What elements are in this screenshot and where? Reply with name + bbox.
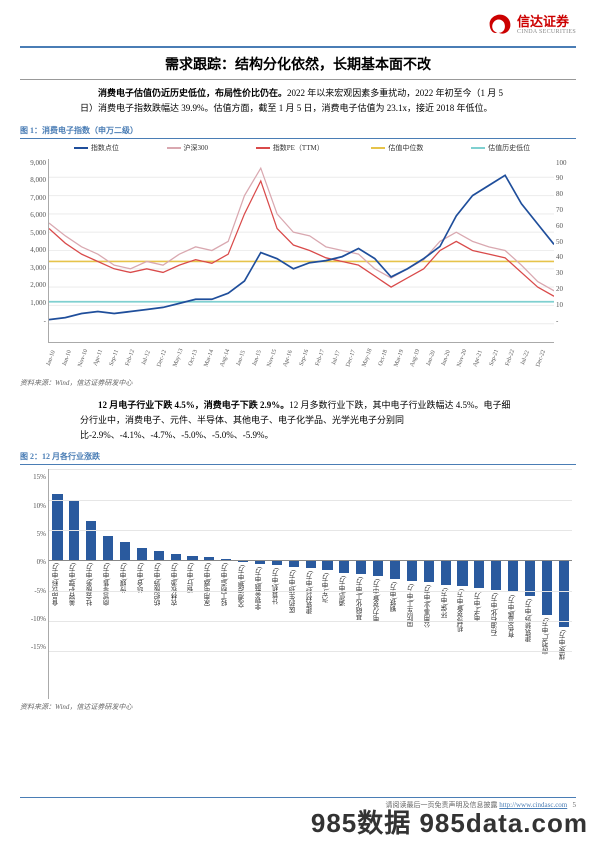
intro-paragraph-2: 12 月电子行业下跌 4.5%，消费电子下跌 2.9%。12 月多数行业下跌，其… xyxy=(80,398,516,444)
fig1-source: 资料来源：Wind，信达证券研发中心 xyxy=(20,378,576,388)
fig2-chart: 15%10%5%0%-5%-10%-15% 食品饮料(申万)美容护理(申万)社会… xyxy=(20,469,576,699)
fig1-chart: 指数点位 沪深300 指数PE（TTM） 估值中位数 估值历史低位 9,0008,000… xyxy=(20,143,576,343)
logo-swirl-icon xyxy=(487,12,513,38)
intro-paragraph-1: 消费电子估值仍近历史低位，布局性价比仍在。2022 年以来宏观因素多重扰动，20… xyxy=(80,86,516,117)
fig1-no: 图 1： xyxy=(20,126,42,135)
title-bar: 需求跟踪：结构分化依然，长期基本面不改 xyxy=(20,46,576,80)
fig2-no: 图 2： xyxy=(20,452,42,461)
fig2-source: 资料来源：Wind，信达证券研发中心 xyxy=(20,702,576,712)
watermark: 985数据 985data.com xyxy=(311,803,588,840)
fig1-xticks: Jan-10Jun-10Nov-10Apr-11Sep-11Feb-12Jul-… xyxy=(48,345,554,375)
fig1-txt: 消费电子指数（申万二级） xyxy=(42,126,138,135)
logo-en-text: CINDA SECURITIES xyxy=(517,29,576,36)
fig1-legend: 指数点位 沪深300 指数PE（TTM） 估值中位数 估值历史低位 xyxy=(50,143,554,153)
p2-bold: 12 月电子行业下跌 4.5%，消费电子下跌 2.9%。 xyxy=(98,400,289,410)
fig1-svg xyxy=(49,159,554,342)
legend-item: 指数PE（TTM） xyxy=(256,143,324,153)
logo-cn-text: 信达证券 xyxy=(517,15,576,29)
page-title: 需求跟踪：结构分化依然，长期基本面不改 xyxy=(20,54,576,74)
fig2-caption: 图 2：12 月各行业涨跌 xyxy=(20,451,576,465)
legend-item: 估值历史低位 xyxy=(471,143,530,153)
fig2-plot: 食品饮料(申万)美容护理(申万)社会服务(申万)商贸零售(申万)传媒(申万)综合… xyxy=(48,469,572,699)
fig1-plot xyxy=(48,159,554,343)
legend-item: 指数点位 xyxy=(74,143,119,153)
fig1-caption: 图 1：消费电子指数（申万二级） xyxy=(20,125,576,139)
header-logo-row: 信达证券 CINDA SECURITIES xyxy=(20,12,576,38)
legend-item: 估值中位数 xyxy=(371,143,423,153)
fig2-yaxis: 15%10%5%0%-5%-10%-15% xyxy=(20,469,48,699)
fig1-yaxis-left: 9,0008,0007,0006,0005,0004,0003,0002,000… xyxy=(20,143,48,343)
fig2-txt: 12 月各行业涨跌 xyxy=(42,452,100,461)
fig1-yaxis-right: 100908070605040302010- xyxy=(554,143,576,343)
legend-item: 沪深300 xyxy=(167,143,209,153)
company-logo: 信达证券 CINDA SECURITIES xyxy=(487,12,576,38)
p1-bold: 消费电子估值仍近历史低位，布局性价比仍在。 xyxy=(98,88,287,98)
